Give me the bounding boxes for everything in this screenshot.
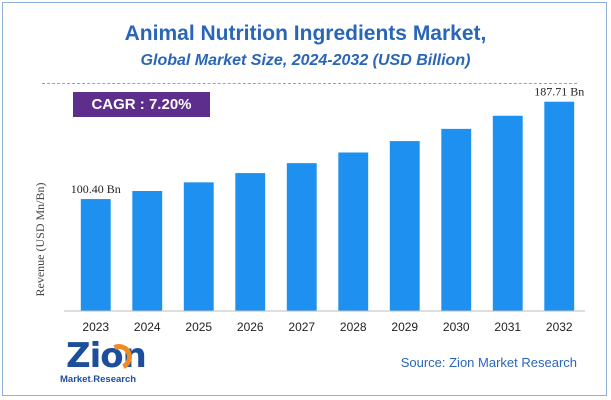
x-tick-2027: 2027 <box>288 320 315 334</box>
x-tick-2030: 2030 <box>443 320 470 334</box>
y-axis-label: Revenue (USD Mn/Bn) <box>33 183 47 297</box>
x-tick-2025: 2025 <box>185 320 212 334</box>
logo-line2: Research <box>93 374 137 385</box>
bar-2032 <box>544 101 575 312</box>
x-tick-2029: 2029 <box>391 320 418 334</box>
bar-2023 <box>80 199 111 311</box>
zion-logo: Zion Market.Research <box>60 338 160 388</box>
bar-2030 <box>441 128 472 311</box>
cagr-badge: CAGR : 7.20% <box>73 92 210 117</box>
chart-subtitle: Global Market Size, 2024-2032 (USD Billi… <box>140 52 471 69</box>
bar-2029 <box>389 141 420 311</box>
x-tick-labels: 2023 2024 2025 2026 2027 2028 2029 2030 2031 2032 <box>82 320 573 334</box>
cagr-label: CAGR : <box>91 96 149 113</box>
bar-2027 <box>286 163 317 311</box>
data-label-2023: 100.40 Bn <box>71 182 121 196</box>
bar-2026 <box>235 173 266 311</box>
x-tick-2026: 2026 <box>237 320 264 334</box>
x-tick-2023: 2023 <box>82 320 109 334</box>
data-labels: 100.40 Bn 187.71 Bn <box>71 85 585 196</box>
title-divider <box>42 83 577 84</box>
x-tick-2028: 2028 <box>340 320 367 334</box>
bar-2031 <box>492 115 523 311</box>
x-tick-2024: 2024 <box>134 320 161 334</box>
bar-2028 <box>338 152 369 311</box>
x-tick-2032: 2032 <box>546 320 573 334</box>
x-tick-2031: 2031 <box>494 320 521 334</box>
bar-2024 <box>132 190 163 311</box>
logo-line1: Market <box>60 374 91 385</box>
chart-title: Animal Nutrition Ingredients Market, <box>124 22 487 45</box>
bar-2025 <box>183 182 214 311</box>
logo-word: Zion <box>66 336 147 376</box>
data-label-2032: 187.71 Bn <box>534 85 584 99</box>
cagr-value: 7.20% <box>148 96 192 113</box>
bars-group <box>80 101 575 312</box>
logo-separator: . <box>90 374 94 385</box>
logo-subtitle: Market.Research <box>60 374 136 385</box>
source-note: Source: Zion Market Research <box>400 355 577 370</box>
